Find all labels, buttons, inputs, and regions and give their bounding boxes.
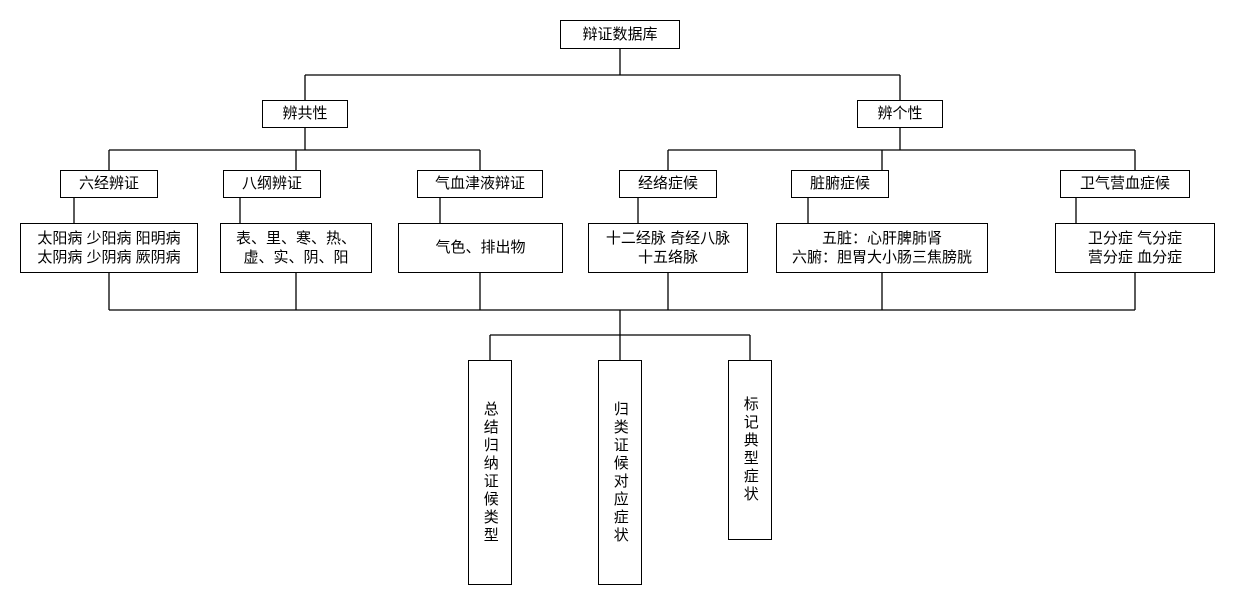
qixue-detail-line1: 气色、排出物 <box>435 238 525 258</box>
zangfu-label: 脏腑症候 <box>810 174 870 194</box>
jingluo-detail-line1: 十二经脉 奇经八脉 <box>606 229 730 249</box>
root-node: 辩证数据库 <box>560 20 680 49</box>
common-label: 辨共性 <box>282 104 327 124</box>
bottom-box-3: 标记典型症状 <box>728 360 772 540</box>
liujing-detail-line1: 太阳病 少阳病 阳明病 <box>37 229 180 249</box>
bottom-box-2: 归类证候对应症状 <box>598 360 642 585</box>
zangfu-node: 脏腑症候 <box>791 170 889 198</box>
liujing-node: 六经辨证 <box>60 170 158 198</box>
bagang-detail-line2: 虚、实、阴、阳 <box>243 248 348 268</box>
weiqi-detail-line1: 卫分症 气分症 <box>1088 229 1182 249</box>
zangfu-detail: 五脏：心肝脾肺肾 六腑：胆胃大小肠三焦膀胱 <box>776 223 988 273</box>
bottom-label-3: 标记典型症状 <box>740 396 760 504</box>
individual-label: 辨个性 <box>877 104 922 124</box>
bagang-node: 八纲辨证 <box>223 170 321 198</box>
bagang-label: 八纲辨证 <box>242 174 302 194</box>
qixue-detail: 气色、排出物 <box>398 223 563 273</box>
weiqi-node: 卫气营血症候 <box>1060 170 1190 198</box>
weiqi-detail: 卫分症 气分症 营分症 血分症 <box>1055 223 1215 273</box>
bottom-box-1: 总结归纳证候类型 <box>468 360 512 585</box>
zangfu-detail-line1: 五脏：心肝脾肺肾 <box>822 229 942 249</box>
liujing-detail-line2: 太阴病 少阴病 厥阴病 <box>37 248 180 268</box>
bottom-label-1: 总结归纳证候类型 <box>480 401 500 545</box>
weiqi-label: 卫气营血症候 <box>1080 174 1170 194</box>
bottom-label-2: 归类证候对应症状 <box>610 401 630 545</box>
weiqi-detail-line2: 营分症 血分症 <box>1088 248 1182 268</box>
liujing-label: 六经辨证 <box>79 174 139 194</box>
jingluo-label: 经络症候 <box>638 174 698 194</box>
common-node: 辨共性 <box>262 100 348 128</box>
individual-node: 辨个性 <box>857 100 943 128</box>
liujing-detail: 太阳病 少阳病 阳明病 太阴病 少阴病 厥阴病 <box>20 223 198 273</box>
qixue-node: 气血津液辩证 <box>417 170 543 198</box>
jingluo-detail-line2: 十五络脉 <box>638 248 698 268</box>
jingluo-node: 经络症候 <box>619 170 717 198</box>
root-label: 辩证数据库 <box>582 25 657 45</box>
jingluo-detail: 十二经脉 奇经八脉 十五络脉 <box>588 223 748 273</box>
qixue-label: 气血津液辩证 <box>435 174 525 194</box>
bagang-detail-line1: 表、里、寒、热、 <box>236 229 356 249</box>
zangfu-detail-line2: 六腑：胆胃大小肠三焦膀胱 <box>792 248 972 268</box>
bagang-detail: 表、里、寒、热、 虚、实、阴、阳 <box>220 223 372 273</box>
